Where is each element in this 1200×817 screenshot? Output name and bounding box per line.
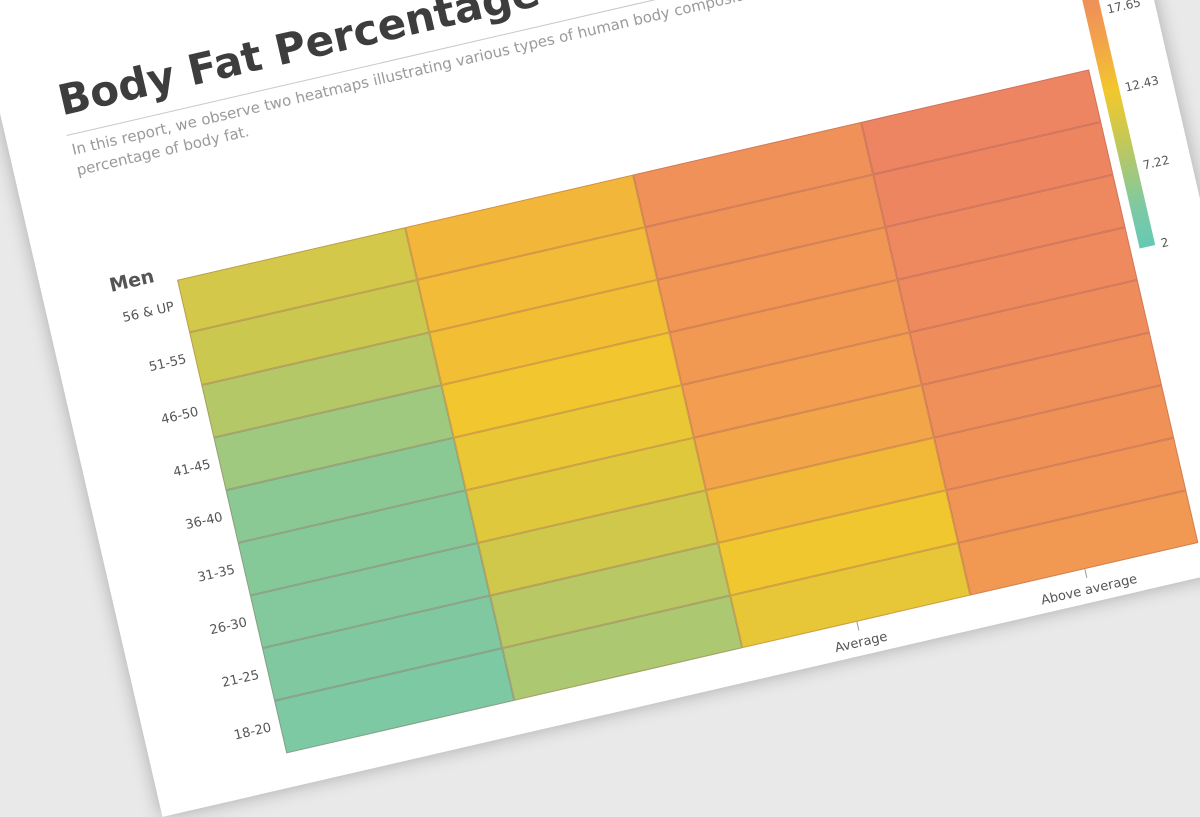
y-axis-label: 36-40 — [184, 509, 225, 534]
y-axis-label: 51-55 — [147, 352, 188, 376]
y-axis-label: 21-25 — [220, 667, 261, 691]
color-scale-tick-label: 12.43 — [1123, 73, 1161, 95]
y-axis-label: 18-20 — [232, 720, 273, 744]
heatmap-panel-label: Men — [107, 265, 157, 297]
y-axis-label: 46-50 — [159, 404, 200, 428]
color-scale-tick-label: 2 — [1159, 235, 1171, 251]
y-axis-label: 41-45 — [171, 457, 213, 481]
color-scale-tick-label: 17.65 — [1105, 0, 1143, 17]
x-axis-label: Average — [833, 629, 889, 657]
y-axis-label: 26-30 — [208, 615, 249, 639]
y-axis-label: 56 & UP — [121, 299, 176, 326]
x-axis-tick — [1084, 568, 1088, 578]
x-axis-label: Above average — [1039, 571, 1139, 609]
color-scale-tick-label: 7.22 — [1141, 152, 1171, 173]
x-axis-tick — [856, 621, 860, 631]
y-axis-label: 31-35 — [196, 562, 237, 586]
